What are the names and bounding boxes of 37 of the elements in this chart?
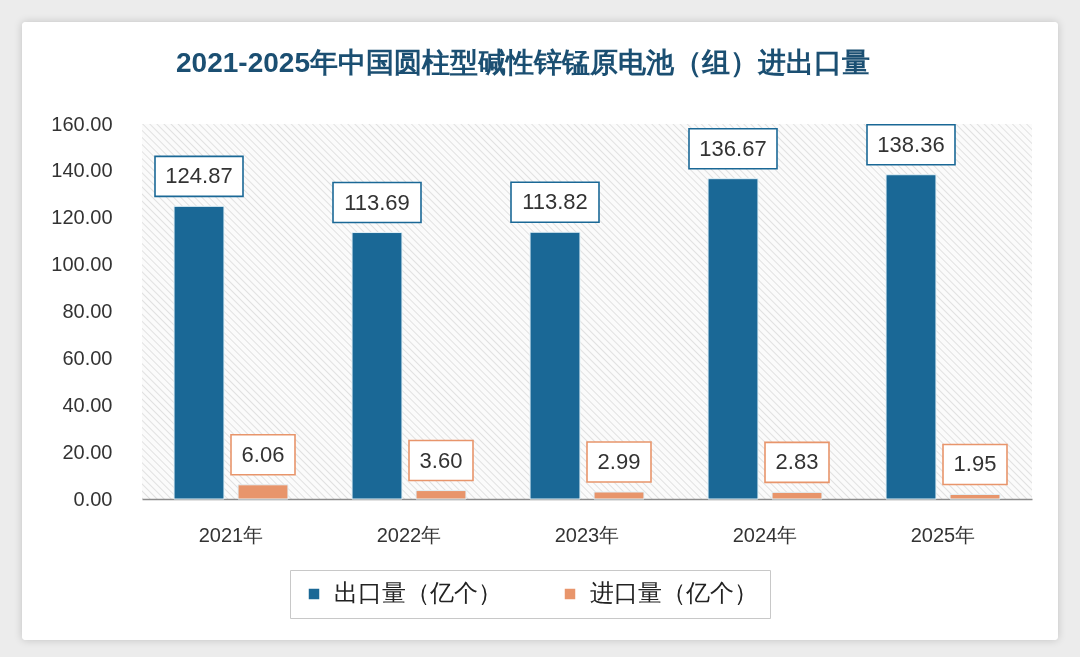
x-tick-label: 2022年 bbox=[376, 523, 442, 546]
data-label: 124.87 bbox=[165, 163, 233, 189]
x-tick-label: 2021年 bbox=[198, 523, 264, 546]
legend-label: 出口量（亿个） bbox=[334, 579, 502, 606]
data-label: 3.60 bbox=[419, 447, 463, 473]
legend-label: 进口量（亿个） bbox=[590, 579, 758, 606]
bar bbox=[173, 205, 225, 500]
data-label: 1.95 bbox=[953, 451, 997, 477]
data-label: 136.67 bbox=[699, 135, 767, 161]
y-tick-label: 80.00 bbox=[62, 300, 113, 322]
x-tick-label: 2023年 bbox=[554, 523, 620, 546]
y-tick-label: 20.00 bbox=[62, 440, 113, 463]
data-label: 2.99 bbox=[597, 448, 641, 474]
data-label: 113.69 bbox=[344, 189, 410, 215]
y-tick-label: 60.00 bbox=[62, 346, 113, 369]
data-label: 2.83 bbox=[775, 449, 819, 475]
bar bbox=[351, 232, 403, 500]
bar bbox=[593, 491, 645, 500]
data-label: 6.06 bbox=[241, 441, 285, 467]
chart-title: 2021-2025年中国圆柱型碱性锌锰原电池（组）进出口量 bbox=[176, 47, 870, 78]
y-tick-label: 0.00 bbox=[73, 487, 113, 510]
bar bbox=[529, 231, 581, 500]
x-tick-label: 2025年 bbox=[910, 523, 976, 546]
y-tick-label: 100.00 bbox=[51, 253, 113, 276]
bar bbox=[237, 484, 289, 500]
data-label: 113.82 bbox=[522, 189, 588, 215]
y-tick-label: 160.00 bbox=[51, 112, 113, 135]
x-tick-label: 2024年 bbox=[732, 523, 798, 546]
y-tick-label: 120.00 bbox=[51, 206, 113, 229]
data-label: 138.36 bbox=[877, 131, 945, 157]
bar bbox=[771, 491, 823, 500]
bar bbox=[415, 490, 467, 500]
bar bbox=[949, 493, 1001, 500]
bar bbox=[885, 174, 937, 500]
bar bbox=[707, 178, 759, 500]
y-tick-label: 140.00 bbox=[51, 159, 113, 182]
y-tick-label: 40.00 bbox=[62, 393, 113, 416]
